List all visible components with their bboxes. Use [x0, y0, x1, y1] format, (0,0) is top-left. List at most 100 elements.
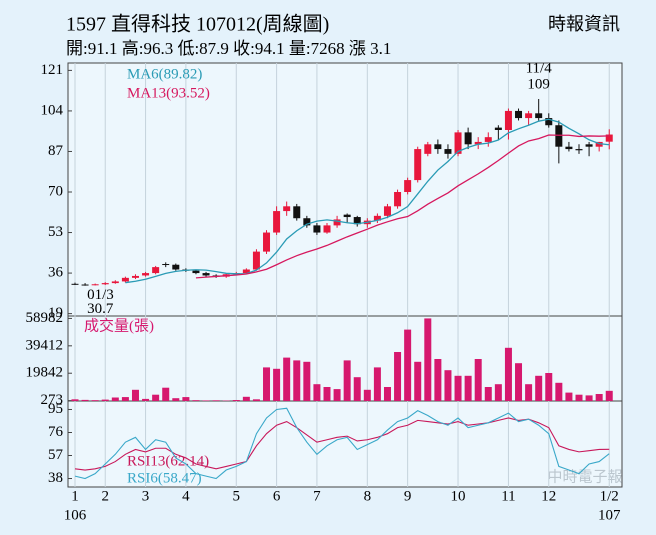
volume-bar — [414, 361, 422, 401]
candle-body — [525, 113, 533, 119]
candle-body — [81, 284, 89, 286]
candle-body — [283, 206, 291, 212]
y-tick-label: 53 — [48, 224, 63, 240]
candle-body — [192, 270, 200, 274]
candle-body — [263, 232, 271, 252]
y-tick-label: 19842 — [26, 365, 64, 381]
y-tick-label: 273 — [41, 392, 64, 408]
volume-bar — [333, 389, 341, 401]
volume-bar — [394, 352, 402, 401]
volume-bar — [404, 329, 412, 401]
y-tick-label: 57 — [48, 447, 64, 463]
annotation: 01/3 — [87, 287, 114, 303]
candle-body — [383, 206, 391, 216]
rsi-line — [74, 417, 610, 471]
volume-bar — [454, 375, 462, 401]
volume-bar — [535, 375, 543, 401]
volume-bar — [323, 387, 331, 401]
chart-subtitle: 開:91.1 高:96.3 低:87.9 收:94.1 量:7268 漲 3.1 — [66, 39, 391, 58]
x-tick-label: 2 — [101, 488, 109, 504]
candle-body — [474, 141, 482, 145]
x-tick-label: 9 — [404, 488, 412, 504]
volume-bar — [474, 359, 482, 401]
y-tick-label: 104 — [41, 102, 64, 118]
candle-body — [313, 225, 321, 233]
volume-bar — [444, 370, 452, 401]
candle-body — [142, 273, 150, 276]
candle-body — [172, 264, 180, 270]
candle-body — [424, 144, 432, 154]
volume-bar — [192, 400, 200, 401]
volume-bar — [595, 394, 603, 401]
volume-bar — [273, 368, 281, 401]
volume-bar — [293, 360, 301, 401]
panel-title: 成交量(張) — [84, 316, 154, 334]
candle-body — [71, 283, 79, 285]
volume-bar — [283, 357, 291, 401]
x-tick-label: 6 — [273, 488, 281, 504]
volume-bar — [252, 399, 260, 401]
volume-bar — [343, 360, 351, 401]
volume-bar — [555, 382, 563, 401]
volume-bar — [232, 400, 240, 401]
candle-body — [121, 277, 129, 282]
candle-body — [394, 192, 402, 207]
x-tick-label: 10 — [451, 488, 466, 504]
candle-body — [494, 127, 502, 130]
candle-body — [444, 149, 452, 154]
candle-body — [293, 206, 301, 219]
legend-entry: RSI6(58.47) — [127, 470, 202, 486]
volume-bar — [494, 384, 502, 401]
candle-body — [545, 118, 553, 126]
x-tick-label: 5 — [233, 488, 241, 504]
y-tick-label: 87 — [48, 143, 64, 159]
watermark: 中時電子報 — [547, 468, 622, 485]
volume-bar — [142, 398, 150, 401]
candle-body — [242, 269, 250, 274]
candle-body — [202, 273, 210, 276]
volume-bar — [263, 367, 271, 401]
volume-bar — [545, 373, 553, 401]
volume-bar — [515, 363, 523, 401]
candle-body — [555, 125, 563, 147]
volume-bar — [91, 400, 99, 401]
y-tick-label: 76 — [48, 424, 64, 440]
candle-body — [605, 134, 613, 142]
volume-bar — [152, 394, 160, 401]
candle-body — [373, 215, 381, 221]
candle-body — [515, 110, 523, 119]
volume-bar — [525, 384, 533, 401]
candle-body — [303, 218, 311, 226]
candle-body — [111, 281, 119, 284]
y-tick-label: 36 — [48, 265, 64, 281]
source: 時報資訊 — [548, 14, 620, 34]
y-tick-label: 95 — [48, 401, 63, 417]
volume-bar — [383, 387, 391, 401]
volume-bar — [172, 398, 180, 401]
volume-bar — [373, 367, 381, 401]
ma-line — [125, 118, 610, 284]
volume-bar — [585, 395, 593, 401]
legend-entry: MA13(93.52) — [127, 85, 210, 101]
legend-entry: RSI13(62.14) — [127, 453, 209, 469]
volume-bar — [242, 396, 250, 401]
volume-bar — [363, 389, 371, 401]
candle-body — [464, 132, 472, 145]
candle-body — [565, 146, 573, 150]
candle-body — [101, 283, 109, 285]
ma-line — [195, 134, 610, 279]
candle-body — [404, 180, 412, 192]
volume-bar — [111, 397, 119, 401]
candle-body — [162, 264, 170, 266]
volume-bar — [212, 400, 220, 401]
x-year-label: 107 — [598, 507, 621, 523]
candle-body — [91, 284, 99, 286]
y-tick-label: 70 — [48, 183, 63, 199]
candle-body — [273, 211, 281, 233]
y-tick-label: 58982 — [26, 310, 64, 326]
chart-title: 1597 直得科技 107012(周線圖) — [66, 13, 329, 36]
volume-bar — [202, 400, 210, 401]
volume-bar — [81, 399, 89, 401]
volume-bar — [605, 390, 613, 401]
y-tick-label: 39412 — [26, 337, 64, 353]
